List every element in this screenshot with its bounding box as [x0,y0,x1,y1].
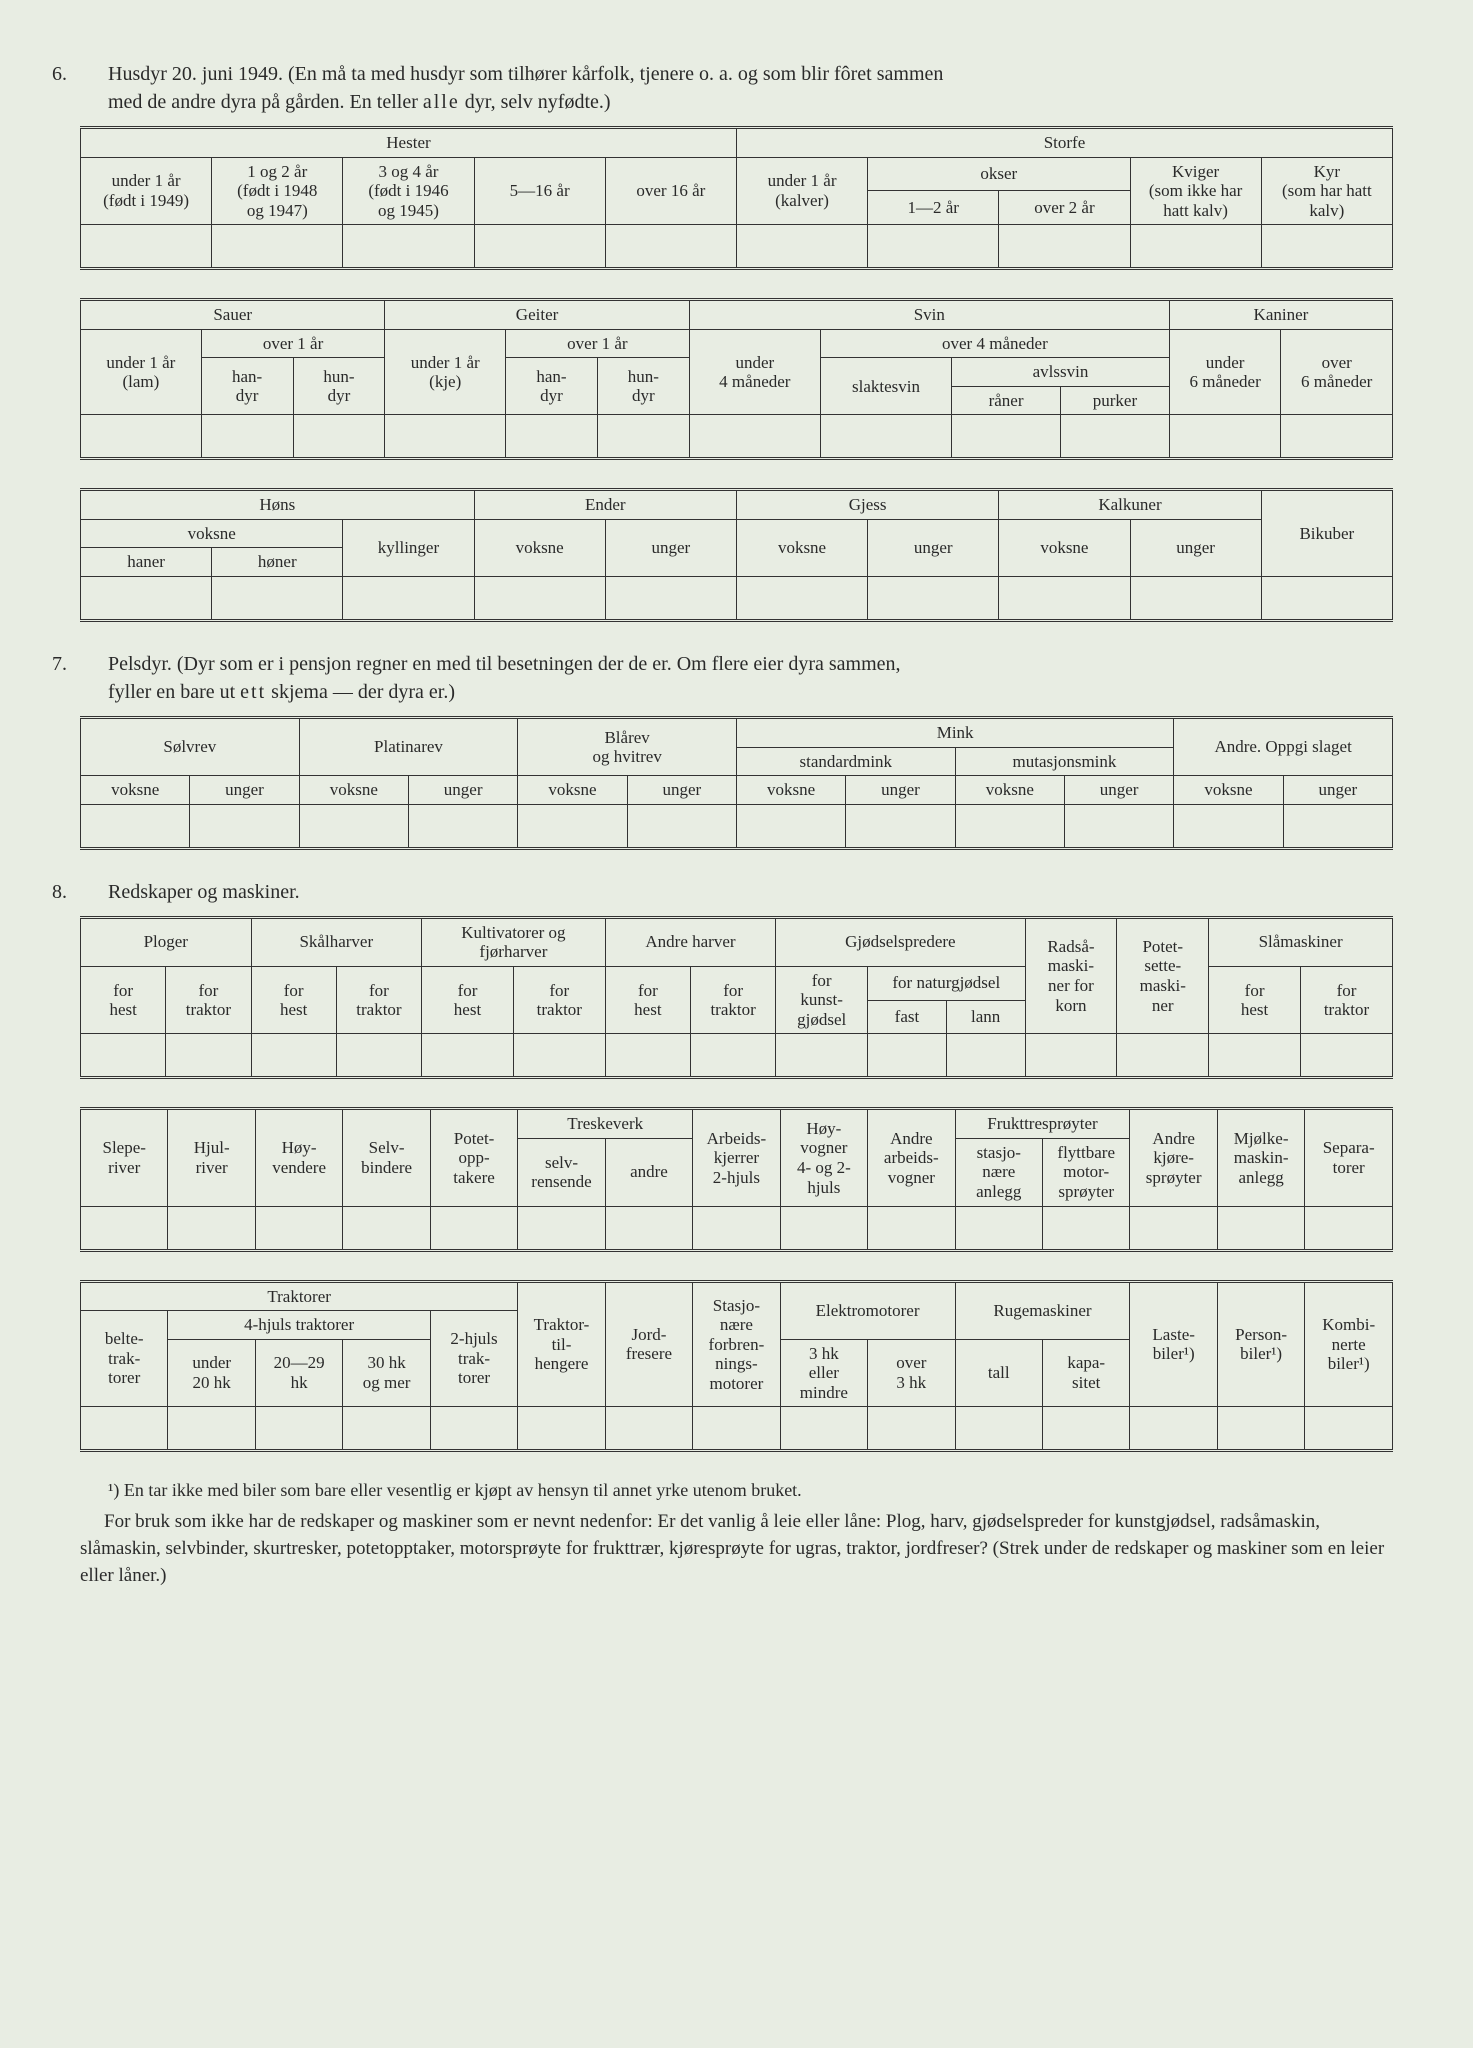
cell [81,225,212,269]
page: 6.Husdyr 20. juni 1949. (En må ta med hu… [0,0,1473,1643]
table-8b: Slepe-river Hjul-river Høy-vendere Selv-… [80,1107,1393,1251]
para1: For bruk som ikke har de redskaper og ma… [80,1509,1393,1589]
table-8c: Traktorer Traktor-til-hengere Jord-frese… [80,1280,1393,1453]
section7-title: 7.Pelsdyr. (Dyr som er i pensjon regner … [80,650,1393,706]
footnote: ¹) En tar ikke med biler som bare eller … [108,1480,1393,1501]
table-7: Sølvrev Platinarev Blårevog hvitrev Mink… [80,716,1393,850]
section8-title: 8.Redskaper og maskiner. [80,878,1393,906]
table-6a: Hester Storfe under 1 år(født i 1949) 1 … [80,126,1393,270]
table-8a: Ploger Skålharver Kultivatorer ogfjørhar… [80,916,1393,1080]
table-6b: Sauer Geiter Svin Kaniner under 1 år(lam… [80,298,1393,460]
hdr-hester: Hester [81,128,737,158]
section6-title: 6.Husdyr 20. juni 1949. (En må ta med hu… [80,60,1393,116]
hdr-storfe: Storfe [736,128,1392,158]
table-6c: Høns Ender Gjess Kalkuner Bikuber voksne… [80,488,1393,622]
